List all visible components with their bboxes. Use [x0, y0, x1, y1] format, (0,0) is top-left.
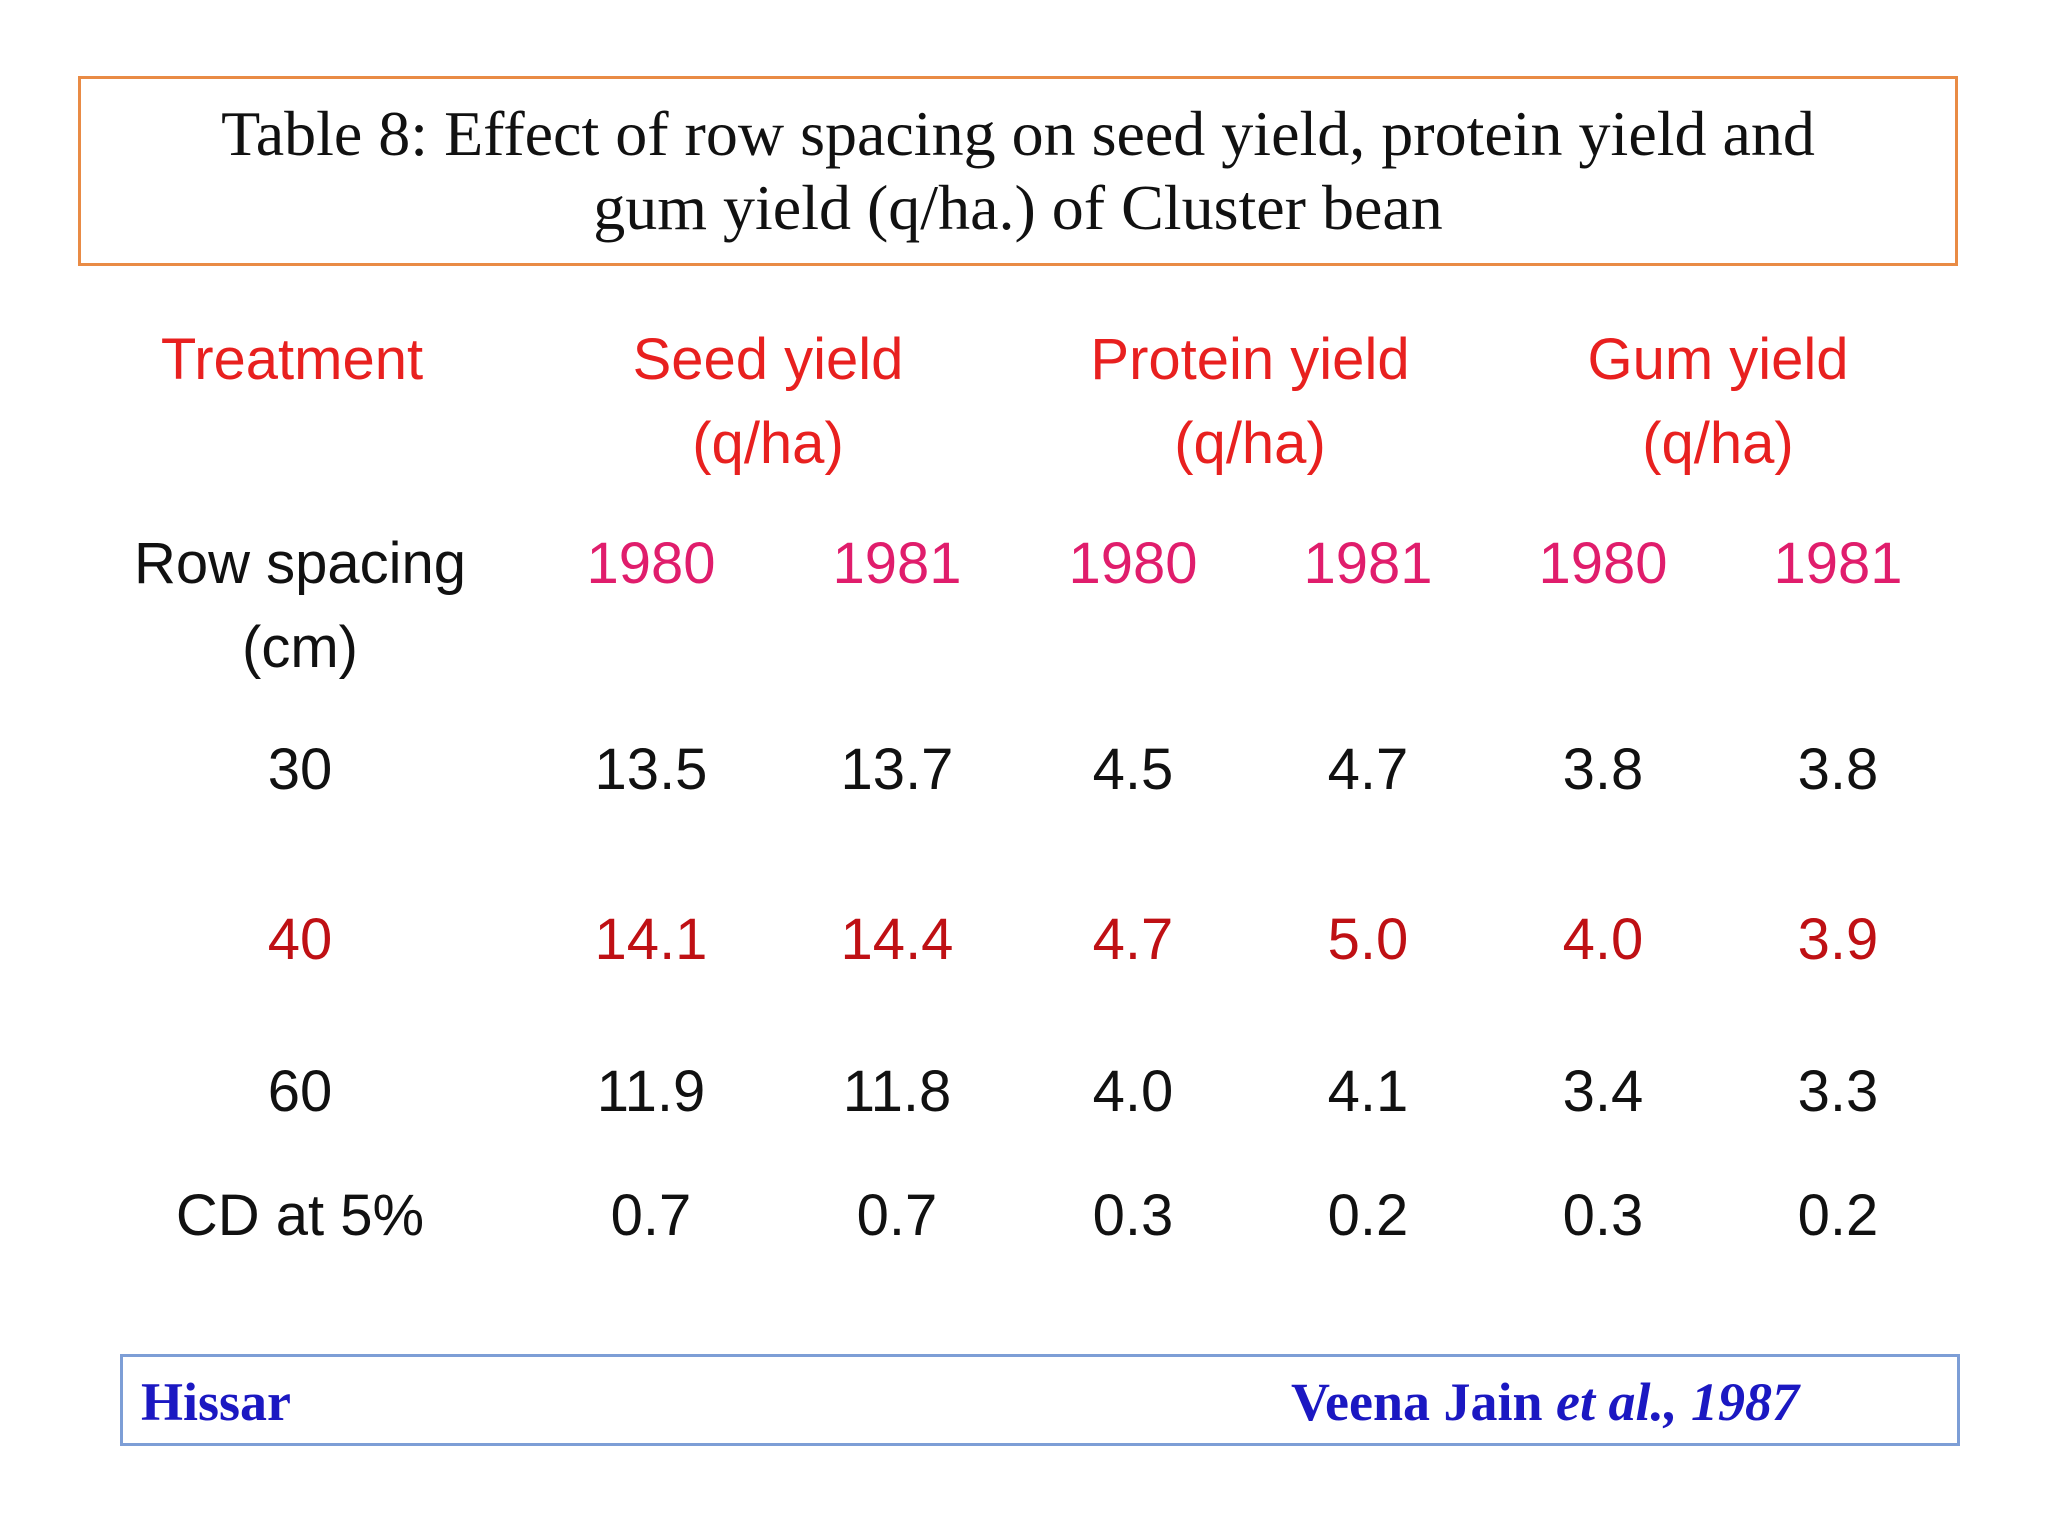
- year-seed-1981: 1981: [832, 531, 962, 596]
- citation-author: Veena Jain: [1291, 1372, 1543, 1432]
- table-cell: 4.1: [1327, 1059, 1409, 1124]
- row-label: 30: [267, 737, 333, 802]
- table-cell: 0.7: [856, 1183, 938, 1248]
- table-cell: 4.0: [1562, 907, 1644, 972]
- table-cell: 3.3: [1797, 1059, 1879, 1124]
- year-seed-1980: 1980: [586, 531, 716, 596]
- citation-year: 1987: [1691, 1372, 1800, 1432]
- table-cell: 0.2: [1327, 1183, 1409, 1248]
- table-cell: 13.5: [594, 737, 708, 802]
- row-label: CD at 5%: [175, 1183, 425, 1248]
- citation-etal: et al.,: [1556, 1372, 1678, 1432]
- header-treatment: Treatment: [160, 327, 424, 392]
- table-cell: 5.0: [1327, 907, 1409, 972]
- table-cell: 3.8: [1797, 737, 1879, 802]
- row-spacing-label: Row spacing (cm): [133, 531, 467, 680]
- table-cell: 4.5: [1092, 737, 1174, 802]
- header-protein-yield: Protein yield (q/ha): [1090, 327, 1410, 476]
- location-label: Hissar: [141, 1372, 292, 1432]
- table-cell: 4.7: [1327, 737, 1409, 802]
- table-cell: 3.4: [1562, 1059, 1644, 1124]
- title-box: Table 8: Effect of row spacing on seed y…: [78, 76, 1958, 266]
- year-gum-1981: 1981: [1773, 531, 1903, 596]
- table-cell: 0.2: [1797, 1183, 1879, 1248]
- table-cell: 4.7: [1092, 907, 1174, 972]
- table-cell: 11.8: [842, 1059, 952, 1124]
- year-protein-1981: 1981: [1303, 531, 1433, 596]
- table-title: Table 8: Effect of row spacing on seed y…: [221, 98, 1815, 243]
- header-seed-yield: Seed yield (q/ha): [632, 327, 904, 476]
- table-cell: 14.4: [840, 907, 954, 972]
- table-cell: 4.0: [1092, 1059, 1174, 1124]
- year-protein-1980: 1980: [1068, 531, 1198, 596]
- row-label: 40: [267, 907, 333, 972]
- header-gum-yield: Gum yield (q/ha): [1587, 327, 1849, 476]
- table-cell: 11.9: [596, 1059, 706, 1124]
- table-cell: 0.3: [1092, 1183, 1174, 1248]
- table-cell: 3.9: [1797, 907, 1879, 972]
- citation: Veena Jain et al., 1987: [1291, 1371, 1799, 1433]
- table-cell: 3.8: [1562, 737, 1644, 802]
- table-cell: 0.7: [610, 1183, 692, 1248]
- table-cell: 0.3: [1562, 1183, 1644, 1248]
- table-cell: 13.7: [840, 737, 954, 802]
- year-gum-1980: 1980: [1538, 531, 1668, 596]
- row-label: 60: [267, 1059, 333, 1124]
- footer-box: Hissar Veena Jain et al., 1987: [120, 1354, 1960, 1446]
- table-cell: 14.1: [594, 907, 708, 972]
